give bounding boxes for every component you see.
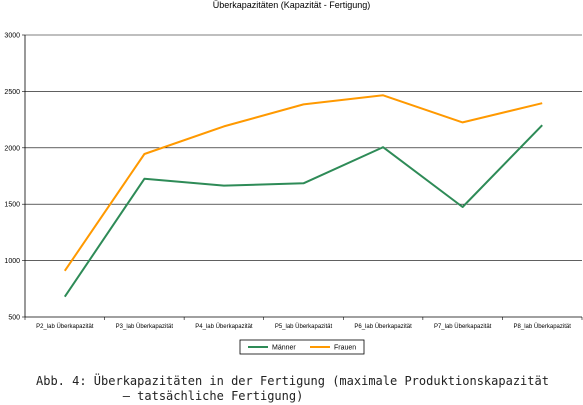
caption-line-2: – tatsächliche Fertigung)	[36, 389, 304, 403]
chart-title: Überkapazitäten (Kapazität - Fertigung)	[212, 0, 371, 10]
line-chart: 500 1000 1500 2000 2500 3000 P2_lab Überkapaz…	[4, 33, 583, 355]
series-line-1	[63, 124, 543, 298]
y-tick-labels: 500 1000 1500 2000 2500 3000	[4, 33, 20, 322]
series-lines	[63, 94, 543, 298]
y-tick-label: 2500	[4, 89, 20, 96]
y-tick-label: 2000	[4, 145, 20, 152]
x-tick-label: P5_lab Überkapazität	[275, 323, 333, 330]
series-line-2	[63, 94, 543, 272]
figure-caption: Abb. 4: Überkapazitäten in der Fertigung…	[36, 374, 576, 404]
y-tick-label: 3000	[4, 33, 20, 40]
x-tick-labels: P2_lab Überkapazität P3_lab Überkapazität…	[36, 323, 571, 330]
caption-line-1: Abb. 4: Überkapazitäten in der Fertigung…	[36, 374, 549, 388]
y-tick-label: 1000	[4, 258, 20, 265]
y-tick-label: 500	[8, 315, 20, 322]
x-tick-label: P6_lab Überkapazität	[354, 323, 412, 330]
axes	[22, 34, 583, 320]
legend: Männer Frauen	[239, 339, 365, 355]
legend-box	[239, 339, 365, 355]
gridlines	[25, 34, 582, 261]
x-tick-label: P8_lab Überkapazität	[514, 323, 572, 330]
y-tick-label: 1500	[4, 202, 20, 209]
legend-label-2: Frauen	[334, 345, 356, 352]
x-tick-label: P4_lab Überkapazität	[195, 323, 253, 330]
x-tick-label: P2_lab Überkapazität	[36, 323, 94, 330]
x-tick-label: P7_lab Überkapazität	[434, 323, 492, 330]
legend-label-1: Männer	[272, 345, 296, 352]
x-tick-label: P3_lab Überkapazität	[116, 323, 174, 330]
